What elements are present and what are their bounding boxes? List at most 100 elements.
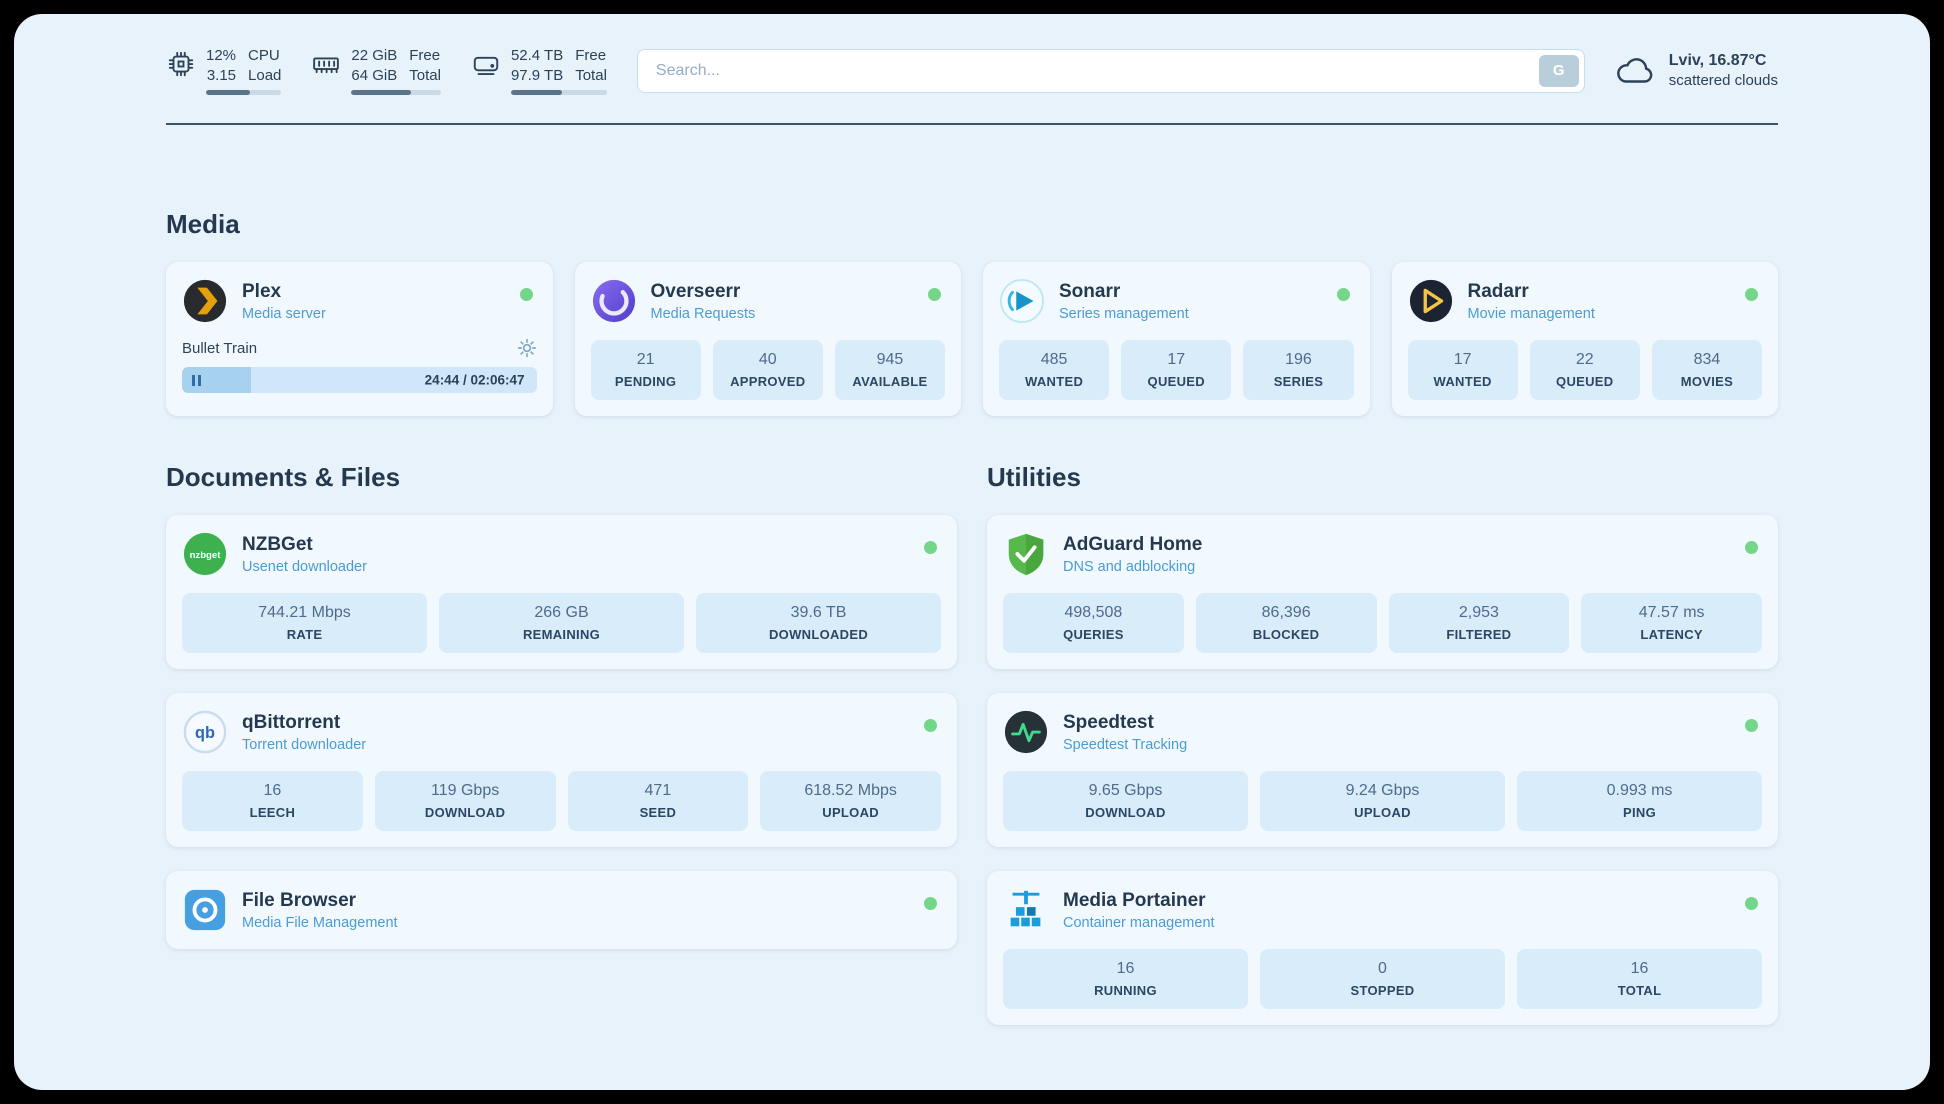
stat-box: 40 APPROVED xyxy=(712,340,823,400)
stat-label: LEECH xyxy=(249,805,296,820)
app-card-speedtest[interactable]: Speedtest Speedtest Tracking 9.65 Gbps DO… xyxy=(987,693,1778,847)
app-card-overseerr[interactable]: Overseerr Media Requests 21 PENDING 40 APP… xyxy=(574,262,961,416)
stat-value: 9.24 Gbps xyxy=(1345,782,1420,799)
svg-text:qb: qb xyxy=(195,724,215,742)
stat-value: 196 xyxy=(1285,351,1312,368)
app-subtitle: Container management xyxy=(1063,914,1215,931)
app-card-nzbget[interactable]: nzbget NZBGet Usenet downloader 744.21 M… xyxy=(166,515,957,669)
cpu-load-value: 3.15 xyxy=(206,66,237,84)
pause-icon[interactable] xyxy=(192,374,201,386)
stat-value: 618.52 Mbps xyxy=(804,782,897,799)
search-bar: G xyxy=(636,48,1585,93)
stat-value: 40 xyxy=(758,351,777,368)
disk-progress-bar xyxy=(510,90,607,95)
app-name: Radarr xyxy=(1467,280,1529,302)
section-documents: Documents & Files nzbget NZBGet Usenet d… xyxy=(166,462,957,1025)
search-input[interactable] xyxy=(636,48,1585,93)
stat-value: 471 xyxy=(644,782,672,799)
stat-box: 17 WANTED xyxy=(1407,340,1518,400)
app-name: Speedtest xyxy=(1063,711,1154,733)
ram-icon xyxy=(313,57,340,74)
app-name: qBittorrent xyxy=(242,711,341,733)
plex-icon xyxy=(182,278,228,324)
stat-label: SEED xyxy=(639,805,677,820)
app-card-radarr[interactable]: Radarr Movie management 17 WANTED 22 QUEUE… xyxy=(1391,262,1778,416)
stat-label: RATE xyxy=(286,627,323,642)
stat-label: DOWNLOADED xyxy=(768,627,869,642)
stat-box: 618.52 Mbps UPLOAD xyxy=(760,771,941,831)
stat-value: 498,508 xyxy=(1064,604,1123,621)
header-divider xyxy=(166,123,1778,125)
app-card-filebrowser[interactable]: File Browser Media File Management xyxy=(166,871,957,949)
playback-progress-bar[interactable]: 24:44 / 02:06:47 xyxy=(182,367,537,393)
app-card-adguard[interactable]: AdGuard Home DNS and adblocking 498,508 Q… xyxy=(987,515,1778,669)
status-dot xyxy=(519,288,533,301)
app-subtitle: Media File Management xyxy=(242,914,398,931)
app-subtitle: Movie management xyxy=(1467,305,1595,322)
stat-value: 16 xyxy=(263,782,282,799)
app-subtitle: Media server xyxy=(242,305,326,322)
stat-label: STOPPED xyxy=(1350,983,1415,998)
stat-label: RUNNING xyxy=(1094,983,1157,998)
stat-value: 9.65 Gbps xyxy=(1088,782,1163,799)
stat-box: 39.6 TB DOWNLOADED xyxy=(696,593,941,653)
playback-time: 24:44 / 02:06:47 xyxy=(424,372,525,388)
cloud-icon xyxy=(1616,57,1653,83)
weather-condition: scattered clouds xyxy=(1668,72,1778,89)
cpu-icon xyxy=(168,51,194,77)
ram-total-label: Total xyxy=(409,66,441,84)
section-utilities: Utilities AdGuard Home DNS and adblockin… xyxy=(987,462,1778,1025)
cpu-widget: 12% CPU 3.15 Load xyxy=(166,46,282,95)
stat-label: FILTERED xyxy=(1446,627,1512,642)
stat-label: WANTED xyxy=(1025,374,1084,389)
stat-label: AVAILABLE xyxy=(852,374,928,389)
stat-box: 21 PENDING xyxy=(590,340,701,400)
ram-free-label: Free xyxy=(409,47,441,64)
app-name: File Browser xyxy=(242,889,357,911)
stat-box: 9.65 Gbps DOWNLOAD xyxy=(1003,771,1248,831)
settings-gear-icon[interactable] xyxy=(517,338,537,358)
status-dot xyxy=(1745,541,1758,554)
stat-value: 39.6 TB xyxy=(790,604,847,621)
stat-value: 266 GB xyxy=(534,604,589,621)
stat-value: 16 xyxy=(1630,960,1649,977)
stat-label: UPLOAD xyxy=(822,805,879,820)
stat-label: UPLOAD xyxy=(1354,805,1411,820)
radarr-icon xyxy=(1408,278,1454,324)
portainer-icon xyxy=(1003,887,1049,933)
disk-total-value: 97.9 TB xyxy=(510,66,564,84)
search-engine-button[interactable]: G xyxy=(1538,54,1579,87)
now-playing-title: Bullet Train xyxy=(182,339,258,357)
stat-label: TOTAL xyxy=(1617,983,1662,998)
stat-value: 47.57 ms xyxy=(1638,604,1705,621)
stat-label: PENDING xyxy=(614,374,677,389)
app-name: NZBGet xyxy=(242,533,313,555)
app-name: Overseerr xyxy=(650,280,741,302)
stat-box: 2,953 FILTERED xyxy=(1388,593,1570,653)
stat-label: MOVIES xyxy=(1680,374,1734,389)
qbittorrent-icon: qb xyxy=(182,709,228,755)
app-card-sonarr[interactable]: Sonarr Series management 485 WANTED 17 QUE… xyxy=(983,262,1370,416)
ram-widget: 22 GiB Free 64 GiB Total xyxy=(311,46,441,95)
app-card-plex[interactable]: Plex Media server Bullet Train xyxy=(166,262,553,416)
stat-box: 0.993 ms PING xyxy=(1517,771,1762,831)
status-dot xyxy=(924,541,937,554)
app-subtitle: Series management xyxy=(1059,305,1189,322)
app-card-qbittorrent[interactable]: qb qBittorrent Torrent downloader 16 LEEC… xyxy=(166,693,957,847)
overseerr-icon xyxy=(591,278,637,324)
stat-value: 17 xyxy=(1167,351,1186,368)
stat-value: 22 xyxy=(1575,351,1594,368)
cpu-progress-bar xyxy=(206,90,282,95)
app-subtitle: Usenet downloader xyxy=(242,558,367,575)
cpu-usage-label: CPU xyxy=(248,47,280,64)
stat-value: 485 xyxy=(1040,351,1068,368)
stat-box: 86,396 BLOCKED xyxy=(1195,593,1377,653)
app-subtitle: Torrent downloader xyxy=(242,736,367,753)
stat-box: 0 STOPPED xyxy=(1260,949,1505,1009)
stat-value: 945 xyxy=(876,351,904,368)
nzbget-icon: nzbget xyxy=(182,531,228,577)
adguard-icon xyxy=(1003,531,1049,577)
stat-box: 744.21 Mbps RATE xyxy=(182,593,427,653)
stat-value: 2,953 xyxy=(1458,604,1499,621)
app-card-portainer[interactable]: Media Portainer Container management 16 R… xyxy=(987,871,1778,1025)
